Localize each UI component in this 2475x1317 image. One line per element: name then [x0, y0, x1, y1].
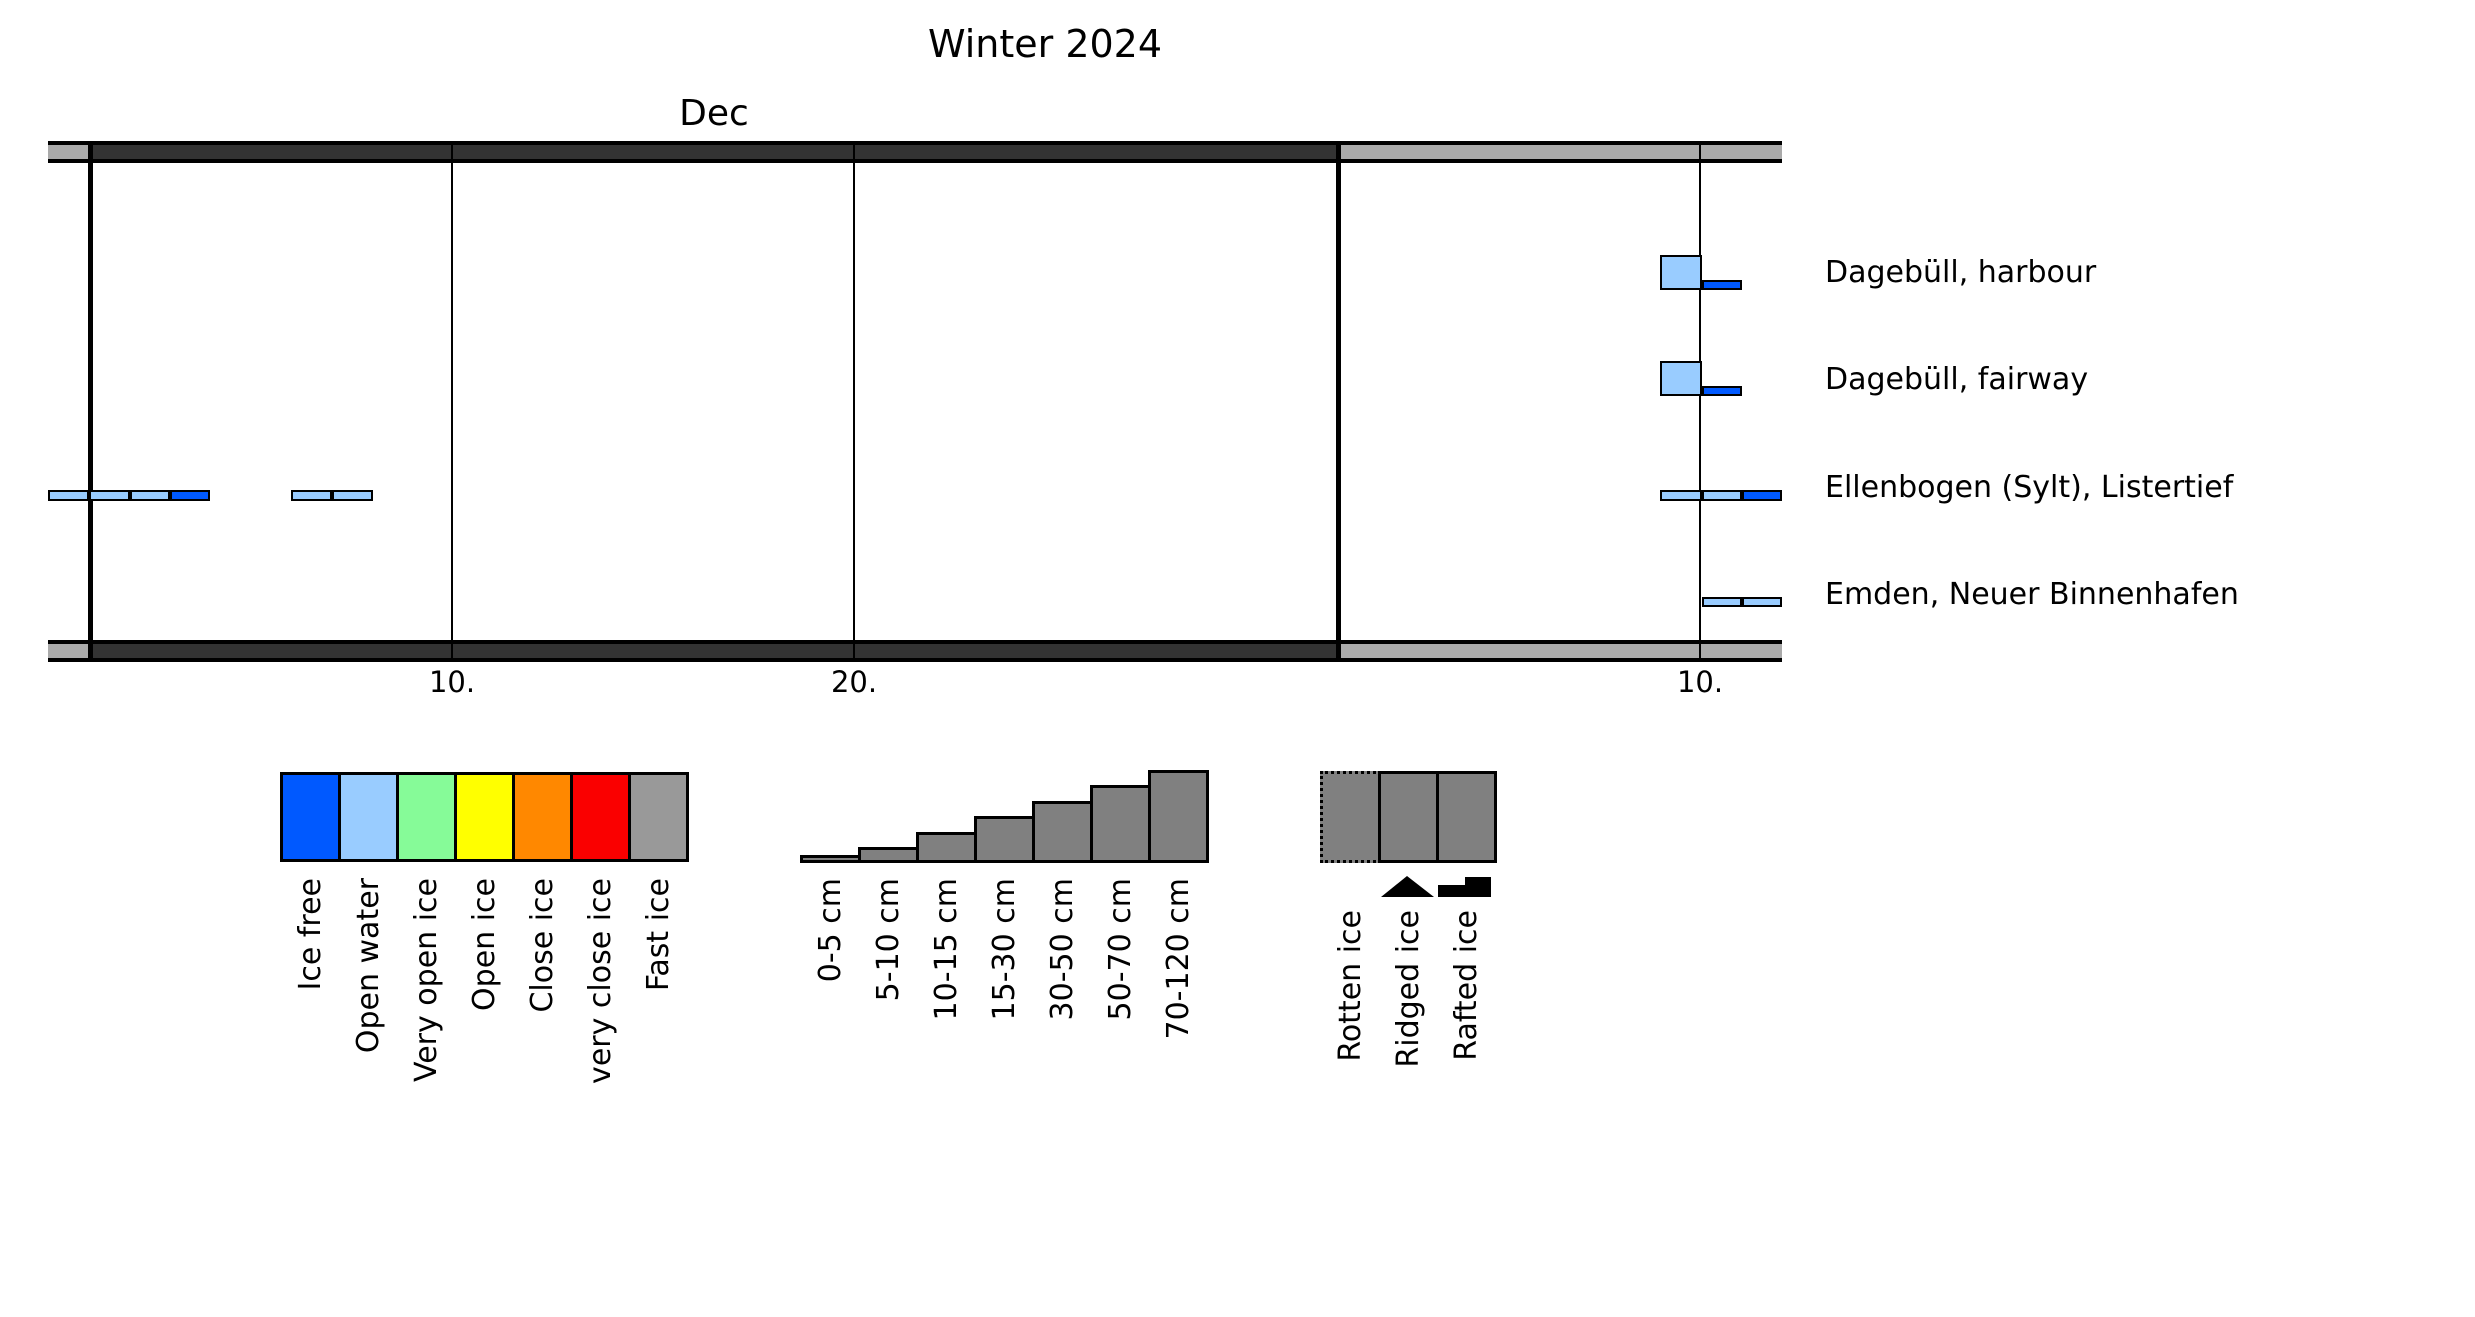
month-label: Dec: [679, 93, 749, 134]
thickness-bar: [1148, 770, 1209, 863]
month-boundary-line: [1336, 142, 1341, 661]
ice-segment: [1660, 490, 1702, 501]
ice-type-symbols: [1381, 876, 1491, 897]
station-label: Dagebüll, fairway: [1825, 362, 2089, 397]
rotten-ice-box: [1320, 771, 1381, 863]
legend-label: Rafted ice: [1449, 910, 1484, 1061]
month-boundary-line: [88, 142, 93, 661]
legend-color-swatch: [454, 772, 515, 862]
legend-label: 30-50 cm: [1045, 878, 1080, 1021]
legend-label: Open ice: [467, 878, 502, 1011]
ice-segment: [130, 490, 170, 501]
legend-label: Close ice: [525, 878, 560, 1013]
ice-segment: [170, 490, 210, 501]
month-band-top: [48, 141, 1782, 163]
thickness-bar: [858, 847, 919, 863]
thickness-bar: [916, 832, 977, 863]
ice-segment: [1660, 361, 1702, 396]
ice-segment: [1702, 280, 1742, 290]
month-band-segment: [90, 644, 1338, 658]
month-band-bottom: [48, 640, 1782, 662]
legend-label: Open water: [351, 878, 386, 1054]
legend-color-swatch: [280, 772, 341, 862]
day-gridline: [451, 142, 453, 661]
station-label: Emden, Neuer Binnenhafen: [1825, 577, 2239, 612]
ice-segment: [332, 490, 373, 501]
legend-label: 70-120 cm: [1161, 878, 1196, 1040]
month-band-segment: [1338, 644, 1782, 658]
thickness-bar: [800, 855, 861, 863]
station-label: Ellenbogen (Sylt), Listertief: [1825, 470, 2234, 505]
day-gridline: [853, 142, 855, 661]
legend-label: Rotten ice: [1333, 910, 1368, 1062]
ice-segment: [89, 490, 130, 501]
thickness-bar: [1090, 785, 1151, 863]
legend-label: very close ice: [583, 878, 618, 1084]
ice-segment: [1660, 255, 1702, 290]
x-tick-label: 10.: [1676, 665, 1724, 699]
ice-segment: [1702, 597, 1742, 607]
ice-segment: [1702, 386, 1742, 396]
legend-color-swatch: [512, 772, 573, 862]
legend-color-swatch: [396, 772, 457, 862]
ice-segment: [48, 490, 89, 501]
ice-segment: [1702, 490, 1742, 501]
legend-label: Fast ice: [641, 878, 676, 992]
thickness-bar: [974, 816, 1035, 863]
ridged-ice-triangle-icon: [1381, 876, 1434, 897]
thickness-bar: [1032, 801, 1093, 863]
legend-color-swatch: [338, 772, 399, 862]
ice-segment: [1742, 597, 1782, 607]
rafted-ice-step-icon: [1438, 877, 1491, 897]
legend-label: 50-70 cm: [1103, 878, 1138, 1021]
month-band-segment: [90, 145, 1338, 159]
month-band-segment: [1338, 145, 1782, 159]
ridged-ice-box: [1378, 771, 1439, 863]
legend-label: 0-5 cm: [813, 878, 848, 983]
legend-color-swatch: [628, 772, 689, 862]
legend-label: 10-15 cm: [929, 878, 964, 1021]
ice-segment: [291, 490, 332, 501]
x-tick-label: 20.: [830, 665, 878, 699]
chart-title: Winter 2024: [927, 22, 1163, 66]
station-label: Dagebüll, harbour: [1825, 255, 2097, 290]
legend-color-swatch: [570, 772, 631, 862]
month-band-segment: [48, 145, 90, 159]
rafted-ice-box: [1436, 771, 1497, 863]
legend-label: Very open ice: [409, 878, 444, 1082]
legend-label: Ridged ice: [1391, 910, 1426, 1068]
legend-label: 5-10 cm: [871, 878, 906, 1002]
x-tick-label: 10.: [428, 665, 476, 699]
legend-label: 15-30 cm: [987, 878, 1022, 1021]
month-band-segment: [48, 644, 90, 658]
ice-segment: [1742, 490, 1782, 501]
legend-label: Ice free: [293, 878, 328, 991]
day-gridline: [1699, 142, 1701, 661]
